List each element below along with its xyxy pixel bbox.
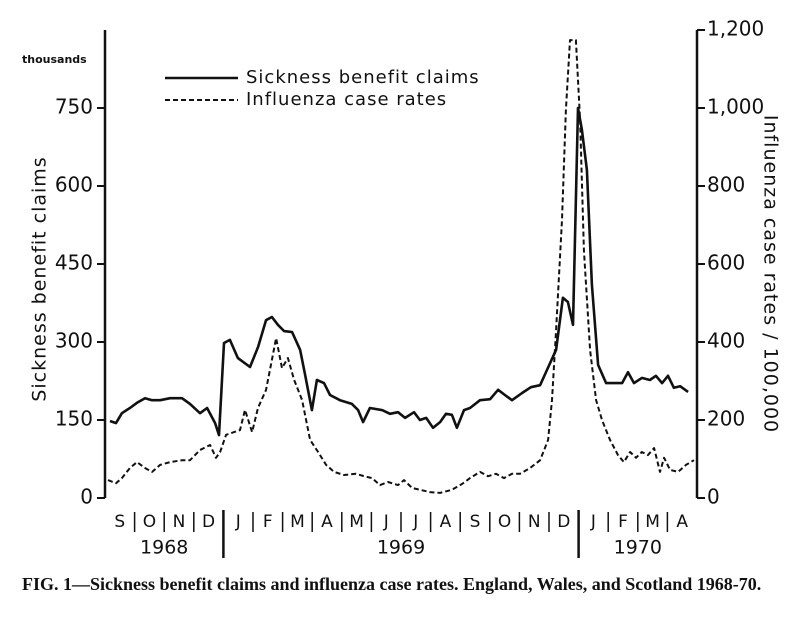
x-tick-label: M xyxy=(290,512,305,532)
y2-axis-title: Influenza case rates / 100,000 xyxy=(760,115,782,433)
x-tick-label: S xyxy=(114,512,125,532)
x-tick-label: S xyxy=(470,512,481,532)
x-tick-label: O xyxy=(143,512,156,532)
x-tick-label: A xyxy=(440,512,452,532)
x-tick-label: M xyxy=(645,512,660,532)
x-tick-label: N xyxy=(173,512,186,532)
y2-tick-label: 0 xyxy=(707,485,720,509)
year-label: 1968 xyxy=(140,537,188,559)
chart: thousands 0 150 300 450 600 750 0 200 400 600 800 1… xyxy=(22,17,782,559)
y2-tick-label: 800 xyxy=(707,173,745,197)
x-tick-label: J xyxy=(383,512,389,532)
y-tick-label: 300 xyxy=(55,329,93,353)
y2-tick-label: 1,200 xyxy=(707,17,764,41)
y2-tick-label: 400 xyxy=(707,329,745,353)
caption: FIG. 1—Sickness benefit claims and influ… xyxy=(22,574,762,594)
y-tick-label: 450 xyxy=(55,251,93,275)
y-tick-label: 600 xyxy=(55,173,93,197)
legend-label: Influenza case rates xyxy=(246,89,447,110)
x-tick-label: M xyxy=(349,512,364,532)
x-tick-label: D xyxy=(557,512,570,532)
year-label: 1969 xyxy=(377,537,425,559)
x-tick-label: J xyxy=(412,512,418,532)
series-line xyxy=(107,39,695,494)
y-axis-title: Sickness benefit claims xyxy=(29,156,51,401)
y-tick-label: 750 xyxy=(55,95,93,119)
x-tick-label: D xyxy=(202,512,215,532)
y2-tick-label: 600 xyxy=(707,251,745,275)
y-tick-label: 150 xyxy=(55,407,93,431)
x-tick-label: F xyxy=(263,512,273,532)
x-tick-label: A xyxy=(676,512,688,532)
x-tick-label: O xyxy=(498,512,511,532)
legend-label: Sickness benefit claims xyxy=(246,67,480,88)
y-tick-label: 0 xyxy=(80,485,93,509)
x-tick-label: A xyxy=(321,512,333,532)
y-unit-label: thousands xyxy=(22,53,87,66)
x-tick-label: F xyxy=(618,512,628,532)
x-tick-label: J xyxy=(590,512,596,532)
x-tick-label: N xyxy=(528,512,541,532)
year-label: 1970 xyxy=(614,537,662,559)
x-tick-label: J xyxy=(235,512,241,532)
series-line xyxy=(109,106,689,437)
y2-tick-label: 200 xyxy=(707,407,745,431)
y2-tick-label: 1,000 xyxy=(707,95,764,119)
